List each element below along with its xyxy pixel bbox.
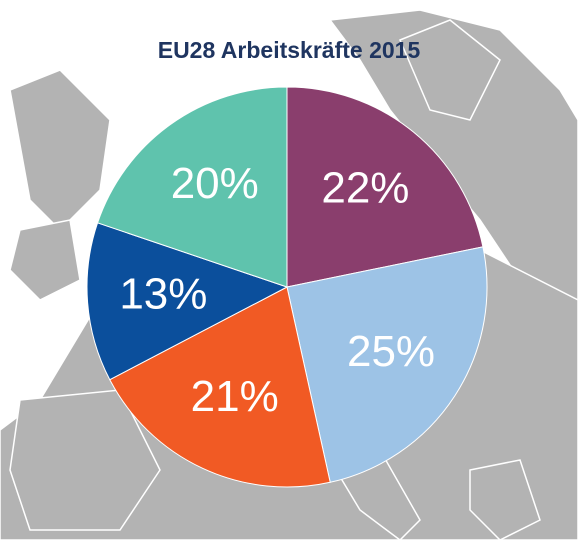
value-label: 25%: [347, 327, 435, 376]
chart-title: EU28 Arbeitskräfte 2015: [158, 37, 421, 63]
pie-slice: [286, 246, 488, 483]
pie: 22% 25% 21% 13% 20%: [86, 86, 488, 488]
pie-slice: [286, 86, 484, 288]
value-label: 13%: [119, 269, 207, 318]
pie-slice: [86, 222, 289, 381]
value-label: 21%: [191, 372, 279, 421]
value-label: 20%: [171, 159, 259, 208]
pie-slice: [96, 86, 288, 288]
pie-slice: [109, 286, 331, 488]
value-label: 22%: [321, 164, 409, 213]
